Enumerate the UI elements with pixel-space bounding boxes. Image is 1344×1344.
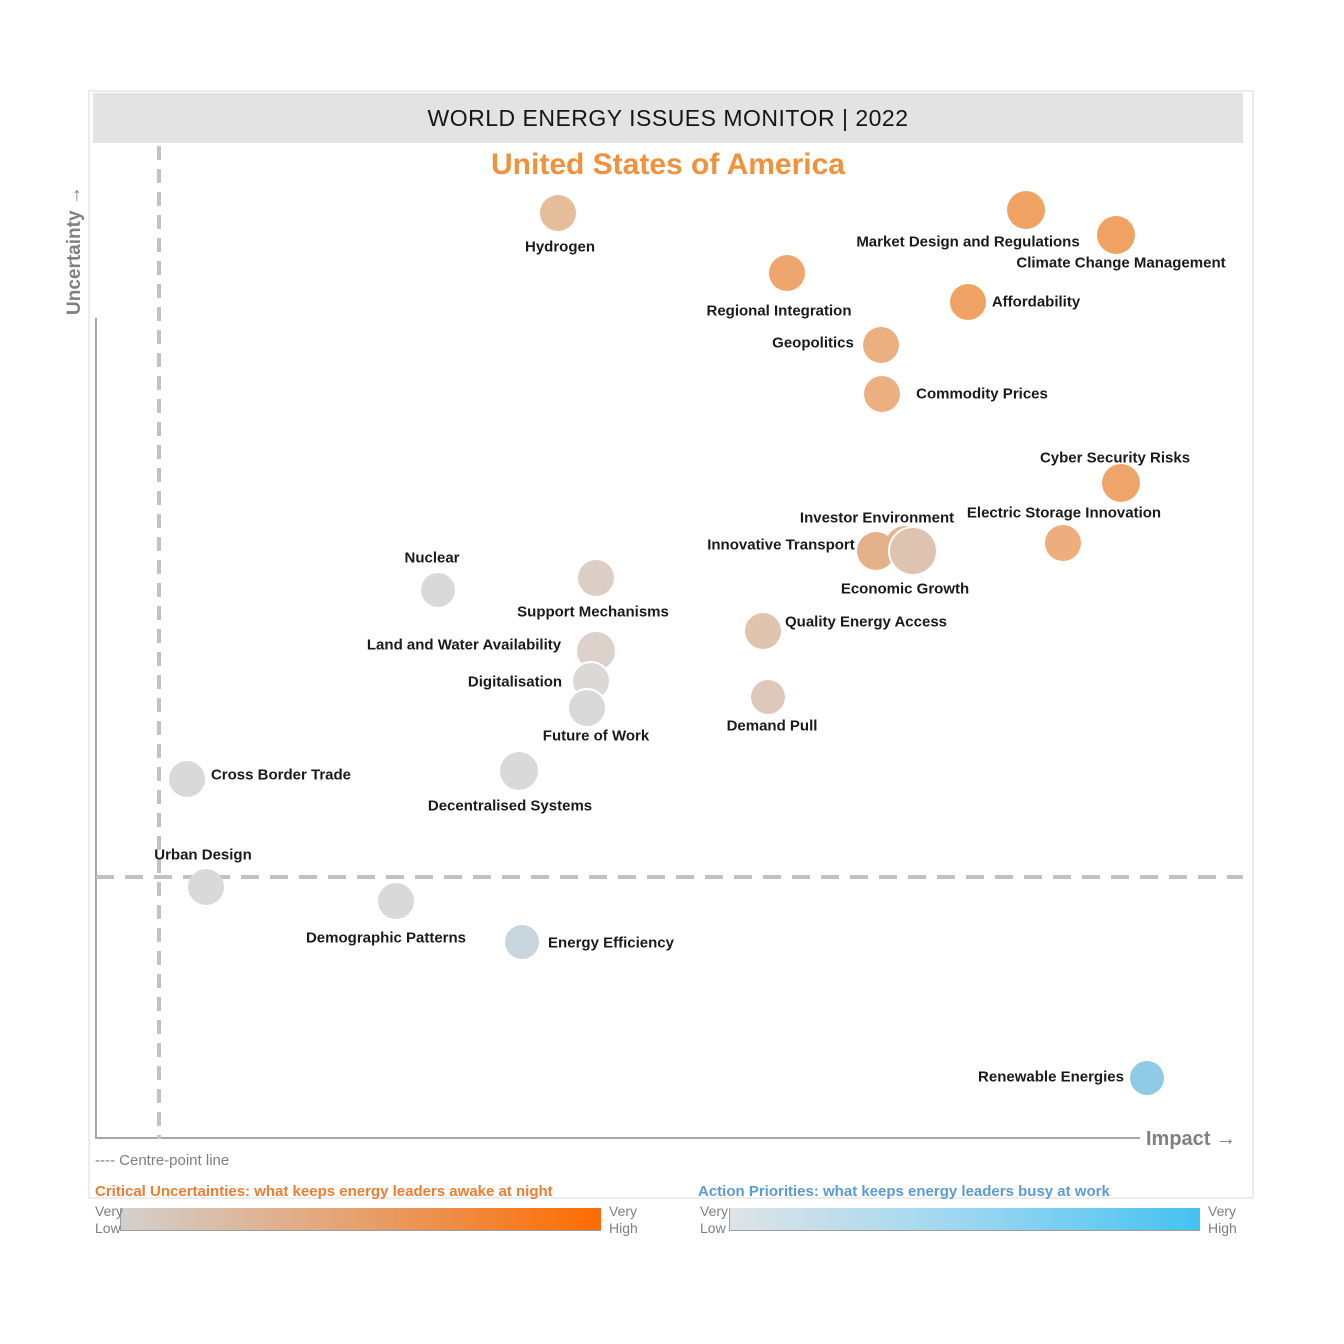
- bubble-renewable-energies: [1130, 1061, 1164, 1095]
- critical-very-high-label: Very High: [609, 1203, 638, 1236]
- chart-title: WORLD ENERGY ISSUES MONITOR | 2022: [427, 104, 909, 131]
- bubble-cyber-security-risks: [1102, 464, 1140, 502]
- label-geopolitics: Geopolitics: [772, 334, 854, 352]
- label-affordability: Affordability: [991, 293, 1081, 311]
- label-energy-efficiency: Energy Efficiency: [548, 934, 674, 952]
- x-axis-label: Impact →: [1146, 1128, 1237, 1150]
- bubble-nuclear: [421, 573, 455, 607]
- bubble-cross-border-trade: [169, 761, 205, 797]
- label-hydrogen: Hydrogen: [524, 238, 596, 256]
- y-axis-label: Uncertainty →: [64, 186, 85, 315]
- label-demographic-patterns: Demographic Patterns: [305, 929, 467, 947]
- label-nuclear: Nuclear: [404, 549, 460, 567]
- centre-point-line-horizontal: [96, 875, 1243, 879]
- bubble-economic-growth: [888, 526, 938, 576]
- bubble-support-mechanisms: [578, 560, 614, 596]
- bubble-climate-change-management: [1097, 216, 1135, 254]
- action-very-high-label: Very High: [1208, 1203, 1237, 1236]
- bubble-demographic-patterns: [378, 883, 414, 919]
- label-quality-energy-access: Quality Energy Access: [784, 613, 948, 631]
- action-priorities-legend-title: Action Priorities: what keeps energy lea…: [698, 1183, 1110, 1200]
- x-axis-line: [96, 1137, 1140, 1139]
- bubble-hydrogen: [540, 195, 576, 231]
- label-market-design-and-regulations: Market Design and Regulations: [856, 233, 1080, 251]
- critical-uncertainties-legend-title: Critical Uncertainties: what keeps energ…: [95, 1183, 553, 1200]
- bubble-geopolitics: [863, 327, 899, 363]
- label-demand-pull: Demand Pull: [726, 717, 818, 735]
- label-climate-change-management: Climate Change Management: [1016, 254, 1226, 272]
- bubble-energy-efficiency: [505, 925, 539, 959]
- critical-uncertainties-gradient-bar: [120, 1208, 601, 1231]
- bubble-quality-energy-access: [745, 613, 781, 649]
- label-innovative-transport: Innovative Transport: [707, 536, 855, 554]
- label-electric-storage-innovation: Electric Storage Innovation: [966, 504, 1162, 522]
- label-cyber-security-risks: Cyber Security Risks: [1039, 449, 1191, 467]
- label-regional-integration: Regional Integration: [706, 302, 852, 320]
- label-investor-environment: Investor Environment: [799, 509, 955, 527]
- action-priorities-gradient-bar: [729, 1208, 1200, 1231]
- bubble-demand-pull: [751, 680, 785, 714]
- bubble-future-of-work: [567, 688, 607, 728]
- critical-very-low-label: Very Low: [95, 1203, 124, 1236]
- bubble-commodity-prices: [864, 376, 900, 412]
- bubble-urban-design: [188, 869, 224, 905]
- country-subtitle: United States of America: [491, 148, 845, 181]
- bubble-regional-integration: [769, 255, 805, 291]
- bubble-decentralised-systems: [500, 752, 538, 790]
- chart-frame: [88, 90, 1254, 1199]
- label-decentralised-systems: Decentralised Systems: [427, 797, 593, 815]
- label-future-of-work: Future of Work: [542, 727, 650, 745]
- header-band: WORLD ENERGY ISSUES MONITOR | 2022: [93, 93, 1243, 143]
- label-urban-design: Urban Design: [154, 846, 252, 864]
- label-renewable-energies: Renewable Energies: [978, 1068, 1124, 1086]
- label-digitalisation: Digitalisation: [467, 673, 563, 691]
- label-commodity-prices: Commodity Prices: [916, 385, 1048, 403]
- label-land-and-water-availability: Land and Water Availability: [366, 636, 562, 654]
- label-economic-growth: Economic Growth: [840, 580, 970, 598]
- bubble-affordability: [950, 284, 986, 320]
- centre-point-line-vertical: [157, 146, 161, 1139]
- y-axis-line: [95, 318, 97, 1139]
- label-support-mechanisms: Support Mechanisms: [517, 603, 669, 621]
- bubble-electric-storage-innovation: [1045, 525, 1081, 561]
- action-very-low-label: Very Low: [700, 1203, 729, 1236]
- centre-point-legend: ---- Centre-point line: [95, 1152, 230, 1169]
- bubble-market-design-and-regulations: [1007, 191, 1045, 229]
- label-cross-border-trade: Cross Border Trade: [210, 766, 352, 784]
